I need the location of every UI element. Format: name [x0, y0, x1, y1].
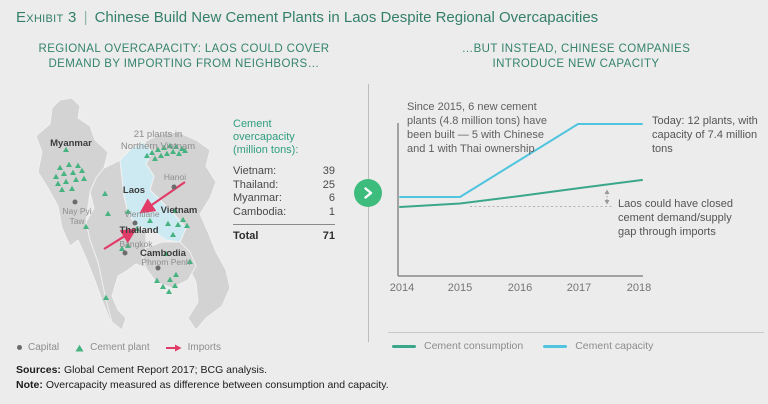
legend-consumption-label: Cement consumption	[424, 340, 524, 352]
row-value: 1	[328, 205, 335, 218]
vientiane-dot	[132, 220, 138, 226]
country-shapes	[35, 97, 231, 331]
row-country: Myanmar:	[233, 192, 282, 204]
x-tick-2016: 2016	[508, 282, 532, 294]
hanoi-dot	[171, 184, 177, 190]
x-tick-2014: 2014	[390, 282, 414, 294]
nay-pyi-taw-dot	[72, 199, 78, 205]
label-thailand: Thailand	[119, 225, 158, 236]
right-section-heading: …BUT INSTEAD, CHINESE COMPANIES INTRODUC…	[388, 42, 764, 72]
right-heading-line2: INTRODUCE NEW CAPACITY	[492, 58, 660, 70]
legend-imports-label: Imports	[187, 342, 221, 353]
table-title-line1: Cement overcapacity	[233, 118, 295, 143]
page-title: Chinese Build New Cement Plants in Laos …	[94, 9, 599, 26]
total-value: 71	[322, 230, 335, 242]
label-phnom-penh: Phnom Penh	[141, 257, 190, 267]
capital-dot-icon	[17, 345, 22, 350]
chart-legend-divider	[388, 332, 764, 333]
label-vientiane: Vientiane	[124, 209, 160, 219]
consumption-swatch	[392, 344, 416, 348]
note-text: Overcapacity measured as difference betw…	[45, 379, 389, 391]
southeast-asia-map: 21 plants in Northern Vietnam Myanmar La…	[35, 97, 231, 331]
legend-capacity-label: Cement capacity	[575, 340, 654, 352]
laos-shape-highlighted	[119, 141, 187, 243]
capacity-swatch	[543, 344, 568, 348]
left-heading-line2: DEMAND BY IMPORTING FROM NEIGHBORS…	[48, 58, 320, 70]
row-value: 6	[328, 192, 335, 204]
left-section-heading: REGIONAL OVERCAPACITY: LAOS COULD COVER …	[0, 42, 368, 72]
chart-legend: Cement consumption Cement capacity	[392, 340, 653, 352]
imports-arrow-icon	[165, 344, 182, 351]
map-legend: Capital Cement plant Imports	[17, 342, 221, 353]
annotation-import-gap: Laos could have closed cement demand/sup…	[618, 198, 733, 238]
cambodia-shape	[141, 241, 197, 289]
note-line: Note: Overcapacity measured as difference…	[16, 378, 389, 393]
overcapacity-table: Cement overcapacity (million tons): Viet…	[233, 118, 335, 242]
row-value: 39	[322, 165, 335, 177]
import-arrows	[103, 181, 186, 250]
row-country: Thailand:	[233, 178, 279, 191]
label-hanoi: Hanoi	[164, 172, 186, 182]
table-row: Myanmar: 6	[233, 192, 335, 206]
label-myanmar: Myanmar	[50, 138, 92, 149]
capital-dots	[72, 184, 177, 271]
annotation-new-plants: Since 2015, 6 new cement plants (4.8 mil…	[407, 101, 548, 155]
x-tick-2018: 2018	[627, 282, 651, 294]
capacity-line	[399, 123, 643, 198]
gap-double-arrow	[604, 189, 610, 205]
plants-note-line2: Northern Vietnam	[121, 141, 195, 152]
x-tick-2017: 2017	[567, 282, 591, 294]
legend-cement-plant-label: Cement plant	[90, 342, 150, 353]
import-arrow-from-vietnam	[139, 181, 186, 214]
plants-note-line1: 21 plants in	[134, 129, 183, 140]
label-cambodia: Cambodia	[140, 248, 187, 259]
row-country: Vietnam:	[233, 165, 277, 177]
panel-divider	[368, 84, 369, 342]
next-arrow-badge	[354, 179, 382, 207]
footer: Sources: Global Cement Report 2017; BCG a…	[16, 363, 389, 393]
title-separator: |	[83, 9, 88, 26]
chevron-right-icon	[364, 187, 373, 199]
sources-text: Global Cement Report 2017; BCG analysis.	[63, 364, 268, 376]
x-tick-2015: 2015	[448, 282, 472, 294]
sources-line: Sources: Global Cement Report 2017; BCG a…	[16, 363, 389, 378]
table-title: Cement overcapacity (million tons):	[233, 118, 335, 157]
left-heading-line1: REGIONAL OVERCAPACITY: LAOS COULD COVER	[38, 43, 330, 55]
label-vietnam: Vietnam	[161, 205, 198, 216]
import-arrow-from-thailand	[103, 228, 137, 250]
right-heading-line1: …BUT INSTEAD, CHINESE COMPANIES	[461, 43, 691, 55]
exhibit-title-bar: Exhibit 3 | Chinese Build New Cement Plant…	[16, 9, 598, 26]
table-title-line2: (million tons):	[233, 144, 299, 156]
table-total-row: Total 71	[233, 224, 335, 242]
annotation-today-capacity: Today: 12 plants, with capacity of 7.4 m…	[652, 115, 758, 155]
note-label: Note:	[16, 379, 43, 391]
consumption-line	[399, 179, 643, 208]
table-row: Cambodia: 1	[233, 206, 335, 220]
sources-label: Sources:	[16, 364, 61, 376]
table-row: Vietnam: 39	[233, 165, 335, 179]
row-value: 25	[322, 178, 335, 191]
total-label: Total	[233, 230, 259, 242]
label-nay-pyi-taw-line2: Taw	[69, 216, 85, 226]
table-row: Thailand: 25	[233, 179, 335, 193]
bangkok-dot	[122, 250, 128, 256]
capacity-consumption-chart: 2014 2015 2016 2017 2018	[390, 123, 651, 294]
exhibit-label: Exhibit 3	[16, 9, 77, 26]
legend-capital-label: Capital	[28, 342, 60, 353]
label-nay-pyi-taw-line1: Nay Pyi	[62, 206, 91, 216]
row-country: Cambodia:	[233, 205, 287, 218]
label-bangkok: Bangkok	[119, 239, 153, 249]
cement-plant-triangle-icon	[75, 344, 84, 351]
phnom-penh-dot	[155, 265, 161, 271]
label-laos: Laos	[123, 185, 145, 196]
